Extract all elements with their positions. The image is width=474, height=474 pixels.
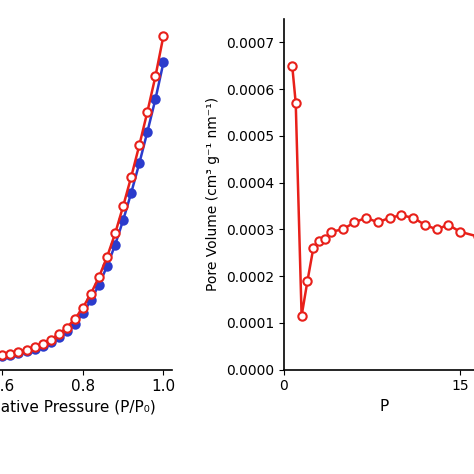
X-axis label: P: P [379,399,388,414]
Y-axis label: Pore Volume (cm³ g⁻¹ nm⁻¹): Pore Volume (cm³ g⁻¹ nm⁻¹) [207,97,220,292]
X-axis label: Relative Pressure (P/P₀): Relative Pressure (P/P₀) [0,400,156,415]
